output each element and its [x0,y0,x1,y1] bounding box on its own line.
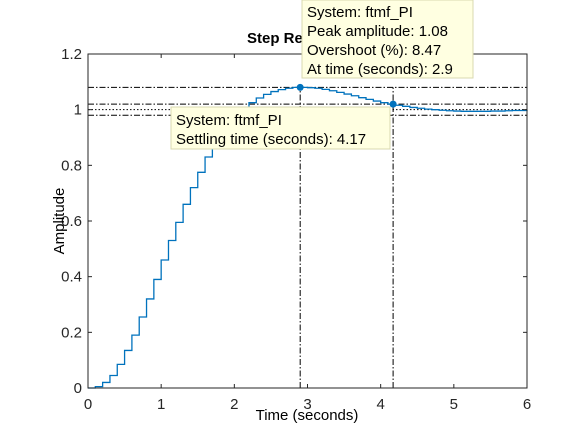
data-marker [389,100,397,108]
settling-datatip-box [170,106,391,150]
x-tick-label: 6 [523,396,531,413]
x-tick-label: 1 [157,396,165,413]
x-tick-label: 0 [84,396,92,413]
y-tick-labels: 0 0.2 0.4 0.6 0.8 1 1.2 [61,46,82,397]
settling-datatip-line: System: ftmf_PI [176,112,282,129]
y-tick-label: 0.8 [61,157,82,174]
peak-datatip-line: Overshoot (%): 8.47 [307,42,441,59]
x-tick-label: 4 [376,396,384,413]
y-tick-label: 0 [74,380,82,397]
data-marker [296,83,304,91]
settling-datatip-line: Settling time (seconds): 4.17 [176,131,366,148]
x-axis-label: Time (seconds) [256,407,359,424]
peak-datatip-line: System: ftmf_PI [307,4,413,21]
settling-time-datatip[interactable]: System: ftmf_PI Settling time (seconds):… [170,106,391,150]
y-tick-label: 0.4 [61,269,82,286]
peak-datatip-box [301,0,474,79]
x-tick-label: 3 [303,396,311,413]
peak-datatip-line: Peak amplitude: 1.08 [307,23,448,40]
chart-title: Step Re [247,30,303,47]
y-tick-label: 1 [74,102,82,119]
x-tick-labels: 0 1 2 3 4 5 6 [84,396,531,413]
marker-group [296,83,397,108]
peak-datatip-line: At time (seconds): 2.9 [307,61,453,78]
peak-response-datatip[interactable]: System: ftmf_PI Peak amplitude: 1.08 Ove… [301,0,474,79]
y-tick-label: 1.2 [61,46,82,63]
y-tick-label: 0.2 [61,324,82,341]
x-tick-label: 5 [450,396,458,413]
y-axis-label: Amplitude [51,188,68,255]
x-tick-label: 2 [230,396,238,413]
y-tick-label: 0.6 [61,213,82,230]
